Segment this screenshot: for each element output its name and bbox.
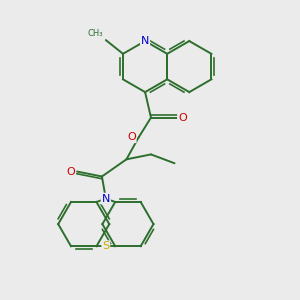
Text: N: N bbox=[102, 194, 110, 204]
Text: CH₃: CH₃ bbox=[88, 28, 103, 38]
Text: S: S bbox=[102, 241, 110, 251]
Text: N: N bbox=[141, 36, 149, 46]
Text: O: O bbox=[66, 167, 75, 177]
Text: O: O bbox=[127, 132, 136, 142]
Text: O: O bbox=[178, 112, 187, 123]
